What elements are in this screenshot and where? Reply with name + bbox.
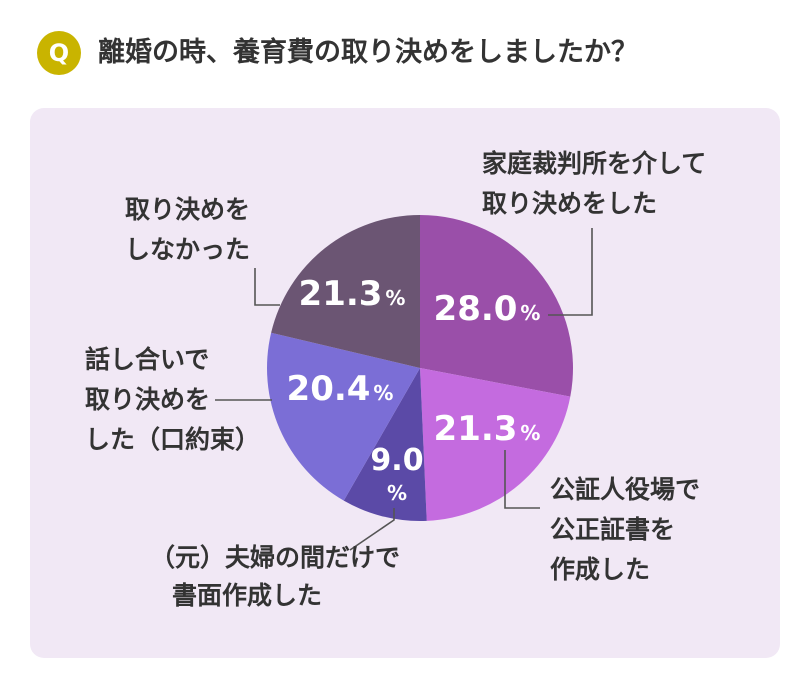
pie-slice-4 bbox=[267, 332, 420, 501]
pie-slice-2 bbox=[420, 368, 571, 521]
slice-value-2: 21.3% bbox=[434, 409, 541, 449]
slice-value-5: 21.3% bbox=[299, 274, 406, 314]
leader-line-5 bbox=[254, 268, 280, 306]
slice-label-2-line-3: 作成した bbox=[550, 555, 650, 584]
pie-slice-1 bbox=[420, 215, 574, 397]
leader-line-1 bbox=[548, 228, 593, 316]
slice-value-3: 9.0 bbox=[370, 443, 423, 478]
slice-label-3-line-1: （元）夫婦の間だけで bbox=[150, 543, 400, 572]
slice-label-2-line-1: 公証人役場で bbox=[550, 475, 700, 504]
slice-label-1-line-1: 家庭裁判所を介して bbox=[482, 149, 706, 178]
slice-label-4-line-1: 話し合いで bbox=[85, 345, 209, 374]
pie-slices bbox=[267, 215, 574, 521]
leader-line-3 bbox=[349, 508, 395, 551]
slice-value-1: 28.0% bbox=[434, 289, 541, 329]
slice-label-4-line-2: 取り決めを bbox=[85, 385, 210, 414]
pie-slice-3 bbox=[343, 368, 427, 521]
slice-label-1-line-2: 取り決めをした bbox=[482, 189, 657, 218]
slice-label-5-line-2: しなかった bbox=[125, 235, 250, 264]
percent-labels: 28.0 % 21.3 % 9.0% 20.4 % 21.3% bbox=[287, 274, 541, 505]
pie-slice-5 bbox=[271, 215, 420, 368]
q-badge: Q bbox=[37, 31, 81, 75]
slice-label-5-line-1: 取り決めを bbox=[125, 195, 250, 224]
slice-value-4: 20.4% bbox=[287, 369, 394, 409]
slice-label-4-line-3: した（口約束） bbox=[85, 425, 260, 454]
slice-label-2-line-2: 公正証書を bbox=[550, 515, 675, 544]
slice-unit-3: % bbox=[387, 481, 407, 505]
question-title: 離婚の時、養育費の取り決めをしましたか？ bbox=[98, 37, 638, 68]
slice-label-3-line-2: 書面作成した bbox=[172, 581, 322, 610]
leader-line-2 bbox=[504, 450, 540, 509]
leader-lines bbox=[215, 228, 593, 551]
